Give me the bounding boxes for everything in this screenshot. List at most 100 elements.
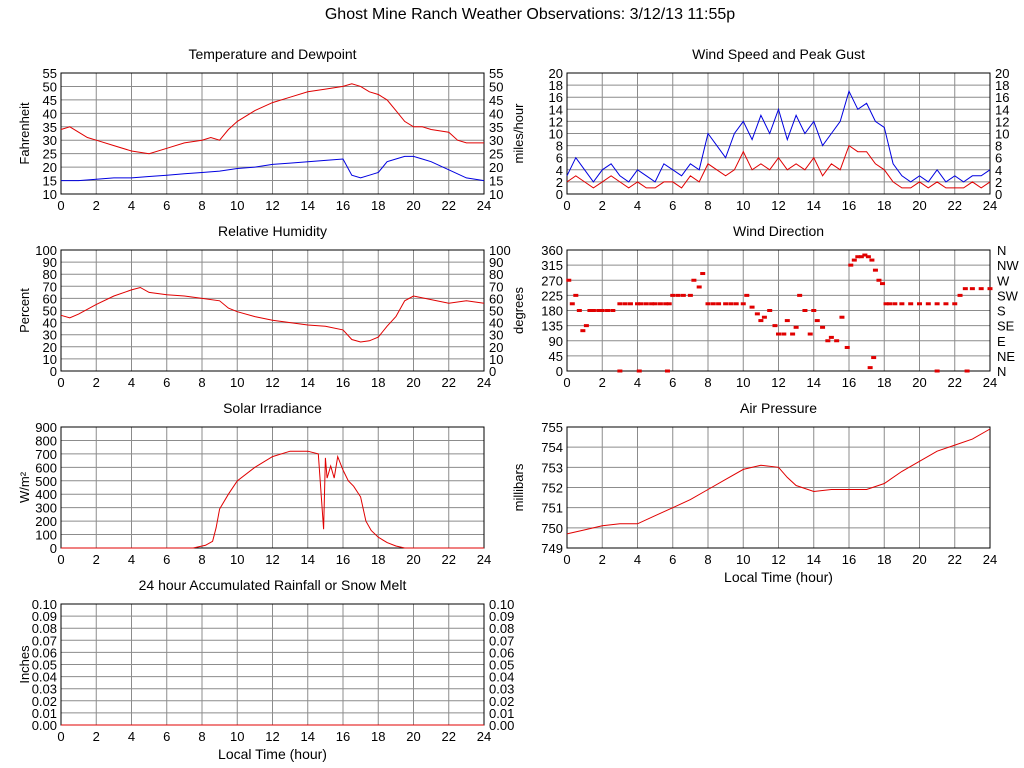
data-point [635,302,640,306]
x-tick-label: 16 [336,552,350,567]
y-tick-label-right: 0 [995,187,1002,202]
y-tick-label: 180 [541,304,563,319]
y-tick-label: 300 [35,501,57,516]
y-tick-label: 751 [541,501,563,516]
data-point [636,369,642,373]
data-point [934,369,940,373]
x-tick-label: 22 [948,375,962,390]
x-tick-label: 20 [912,198,926,213]
x-tick-label: 18 [371,729,385,744]
data-point [871,356,877,360]
x-tick-label: 24 [983,375,997,390]
x-tick-label: 2 [93,198,100,213]
y-tick-label-right: 50 [489,304,503,319]
y-tick-label: 16 [549,90,563,105]
compass-label: SW [997,288,1019,303]
data-point [569,302,575,306]
data-point [705,302,711,306]
y-tick-label-right: 60 [489,291,503,306]
x-tick-label: 2 [599,198,606,213]
y-tick-label-right: 0.03 [489,682,514,697]
x-tick-label: 20 [406,552,420,567]
y-tick-label: 0 [556,364,563,379]
data-point [610,309,616,312]
x-tick-label: 2 [93,552,100,567]
data-point [576,309,582,312]
y-tick-label-right: 50 [489,79,503,94]
y-tick-label-right: 30 [489,133,503,148]
data-point [872,268,878,272]
x-tick-label: 14 [301,552,315,567]
data-point [943,302,949,306]
compass-label: N [997,243,1006,258]
data-point [617,302,623,306]
x-tick-label: 16 [842,552,856,567]
y-tick-label: 30 [43,133,57,148]
y-tick-label-right: 70 [489,279,503,294]
data-point [899,302,905,306]
data-point [767,309,773,312]
data-point [664,369,670,373]
y-tick-label: 0.06 [32,645,57,660]
x-tick-label: 6 [163,729,170,744]
x-tick-label: 12 [265,552,279,567]
data-point [828,335,834,339]
data-point [617,369,623,373]
x-tick-label: 10 [230,375,244,390]
pressure-ylabel: millibars [511,463,526,511]
y-tick-label: 900 [35,420,57,435]
y-tick-label-right: 90 [489,255,503,270]
y-tick-label-right: 15 [489,174,503,189]
y-tick-label: 225 [541,288,563,303]
data-point [649,302,655,306]
y-tick-label: 135 [541,319,563,334]
rh-frame [60,249,485,372]
data-point [848,263,854,267]
temp-series-red [60,83,484,155]
x-tick-label: 8 [704,552,711,567]
data-point [883,302,889,306]
data-point [710,302,716,306]
x-tick-label: 20 [406,198,420,213]
x-tick-label: 12 [771,198,785,213]
data-point [962,287,968,291]
data-point [638,302,644,306]
x-tick-label: 10 [230,729,244,744]
data-point [825,339,831,343]
data-point [590,309,596,312]
y-tick-label: 0.08 [32,621,57,636]
y-tick-label-right: 55 [489,66,503,81]
y-tick-label: 600 [35,460,57,475]
y-tick-label: 45 [43,93,57,108]
x-tick-label: 8 [198,552,205,567]
x-tick-label: 2 [93,375,100,390]
y-tick-label-right: 20 [489,340,503,355]
data-point [583,324,589,328]
x-tick-label: 12 [771,375,785,390]
y-tick-label-right: 0.04 [489,670,514,685]
x-tick-label: 2 [93,729,100,744]
x-tick-label: 22 [948,198,962,213]
x-tick-label: 4 [128,729,135,744]
y-tick-label: 35 [43,120,57,135]
data-point [772,324,778,328]
x-tick-label: 10 [736,198,750,213]
rh-series-red [60,286,485,343]
x-tick-label: 24 [477,375,491,390]
data-point [978,287,984,291]
data-point [666,302,672,306]
y-tick-label: 30 [43,328,57,343]
y-tick-label-right: 0.01 [489,706,514,721]
x-tick-label: 24 [983,552,997,567]
x-tick-label: 4 [128,198,135,213]
y-tick-label: 0.04 [32,670,57,685]
y-tick-label: 20 [549,66,563,81]
data-point [733,302,739,306]
y-tick-label: 0 [50,364,57,379]
y-tick-label: 752 [541,481,563,496]
y-tick-label: 749 [541,541,563,556]
y-tick-label: 360 [541,243,563,258]
